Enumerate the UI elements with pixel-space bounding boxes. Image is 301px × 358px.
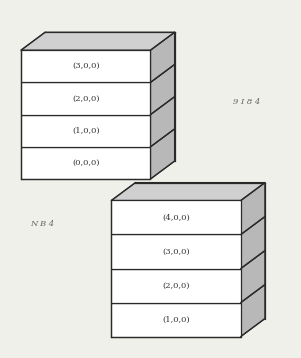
Polygon shape <box>21 50 150 82</box>
Polygon shape <box>150 97 175 147</box>
Polygon shape <box>111 234 241 268</box>
Polygon shape <box>150 64 175 115</box>
Text: (0,0,0): (0,0,0) <box>72 159 100 167</box>
Text: N B 4: N B 4 <box>30 220 54 228</box>
Polygon shape <box>21 82 150 115</box>
Polygon shape <box>111 183 265 200</box>
Text: (2,0,0): (2,0,0) <box>162 281 190 290</box>
Polygon shape <box>21 115 150 147</box>
Polygon shape <box>21 147 150 179</box>
Polygon shape <box>241 183 265 234</box>
Polygon shape <box>241 217 265 268</box>
Polygon shape <box>241 285 265 337</box>
Polygon shape <box>21 32 175 50</box>
Polygon shape <box>111 268 241 303</box>
Text: (1,0,0): (1,0,0) <box>162 315 190 324</box>
Text: 9 I 8 4: 9 I 8 4 <box>233 98 260 106</box>
Polygon shape <box>111 200 241 234</box>
Polygon shape <box>111 303 241 337</box>
Text: (1,0,0): (1,0,0) <box>72 127 100 135</box>
Polygon shape <box>150 32 175 82</box>
Text: (4,0,0): (4,0,0) <box>162 213 190 222</box>
Text: (3,0,0): (3,0,0) <box>162 247 190 256</box>
Text: (2,0,0): (2,0,0) <box>72 95 100 102</box>
Text: (3,0,0): (3,0,0) <box>72 62 100 70</box>
Polygon shape <box>241 251 265 303</box>
Polygon shape <box>150 129 175 179</box>
